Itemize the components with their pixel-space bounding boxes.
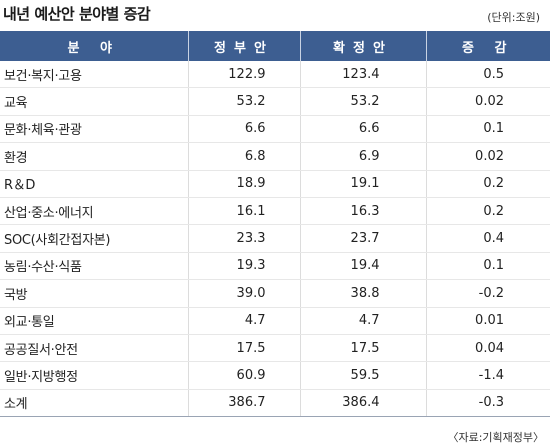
row-final: 6.9 [300,142,427,171]
row-change: 0.04 [426,334,550,363]
row-category: 농림·수산·식품 [0,252,189,281]
row-government: 6.8 [188,142,301,171]
page-title: 내년 예산안 분야별 증감 [3,5,151,23]
table-row: 보건·복지·고용 122.9 123.4 0.5 [0,61,550,89]
row-change: -1.4 [426,361,550,390]
row-category: 소계 [0,389,189,418]
row-final: 386.4 [300,389,427,418]
row-category: 문화·체육·관광 [0,115,189,144]
row-government: 18.9 [188,170,301,198]
header-final: 확정안 [300,31,427,61]
row-category: 산업·중소·에너지 [0,197,189,226]
row-change: 0.1 [426,252,550,281]
table-row: 문화·체육·관광 6.6 6.6 0.1 [0,115,550,144]
source-note: 〈자료:기획재정부〉 [447,431,544,444]
row-change: -0.3 [426,389,550,418]
table-row: SOC(사회간접자본) 23.3 23.7 0.4 [0,224,550,253]
unit-label: (단위:조원) [487,11,540,24]
table-row: 교육 53.2 53.2 0.02 [0,87,550,116]
row-final: 53.2 [300,87,427,116]
row-category: 교육 [0,87,189,116]
row-government: 39.0 [188,279,301,308]
table-row: 농림·수산·식품 19.3 19.4 0.1 [0,252,550,281]
row-final: 17.5 [300,334,427,363]
row-government: 17.5 [188,334,301,363]
row-category: 환경 [0,142,189,171]
table-row: R＆D 18.9 19.1 0.2 [0,170,550,198]
row-final: 59.5 [300,361,427,390]
row-government: 60.9 [188,361,301,390]
row-change: 0.1 [426,115,550,144]
row-government: 53.2 [188,87,301,116]
header-change: 증 감 [426,31,550,61]
row-change: 0.02 [426,142,550,171]
row-change: 0.5 [426,61,550,89]
row-final: 123.4 [300,61,427,89]
row-change: 0.4 [426,224,550,253]
table-row: 공공질서·안전 17.5 17.5 0.04 [0,334,550,363]
table-row: 환경 6.8 6.9 0.02 [0,142,550,171]
row-final: 23.7 [300,224,427,253]
row-category: 외교·통일 [0,307,189,335]
row-final: 6.6 [300,115,427,144]
row-category: R＆D [0,170,189,198]
row-category: SOC(사회간접자본) [0,224,189,253]
row-government: 122.9 [188,61,301,89]
row-final: 19.1 [300,170,427,198]
row-category: 국방 [0,279,189,308]
header-category: 분 야 [0,31,189,61]
table-row: 일반·지방행정 60.9 59.5 -1.4 [0,361,550,390]
budget-table: 분 야 정부안 확정안 증 감 보건·복지·고용 122.9 123.4 0.5… [0,31,550,418]
row-change: 0.01 [426,307,550,335]
row-final: 38.8 [300,279,427,308]
row-government: 19.3 [188,252,301,281]
row-change: 0.02 [426,87,550,116]
row-final: 19.4 [300,252,427,281]
row-change: -0.2 [426,279,550,308]
row-government: 23.3 [188,224,301,253]
row-government: 4.7 [188,307,301,335]
row-final: 4.7 [300,307,427,335]
row-category: 공공질서·안전 [0,334,189,363]
table-row: 산업·중소·에너지 16.1 16.3 0.2 [0,197,550,226]
row-government: 386.7 [188,389,301,418]
table-row: 국방 39.0 38.8 -0.2 [0,279,550,308]
row-change: 0.2 [426,170,550,198]
table-header-row: 분 야 정부안 확정안 증 감 [0,31,550,61]
table-row: 외교·통일 4.7 4.7 0.01 [0,307,550,335]
header-government: 정부안 [188,31,301,61]
row-category: 일반·지방행정 [0,361,189,390]
row-government: 6.6 [188,115,301,144]
table-row-subtotal: 소계 386.7 386.4 -0.3 [0,389,550,418]
row-change: 0.2 [426,197,550,226]
row-final: 16.3 [300,197,427,226]
row-government: 16.1 [188,197,301,226]
row-category: 보건·복지·고용 [0,61,189,89]
